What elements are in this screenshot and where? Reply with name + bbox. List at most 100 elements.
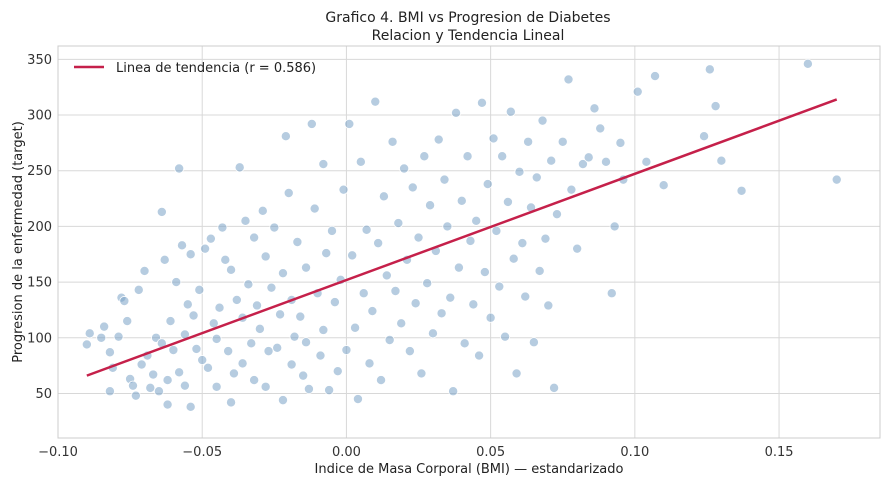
data-point xyxy=(99,321,110,332)
data-point xyxy=(205,233,216,244)
data-point xyxy=(104,347,115,358)
data-point xyxy=(277,268,288,279)
data-point xyxy=(442,221,453,232)
data-point xyxy=(119,296,130,307)
data-point xyxy=(246,338,257,349)
data-point xyxy=(364,358,375,369)
data-point xyxy=(240,215,251,226)
data-point xyxy=(583,152,594,163)
data-point xyxy=(182,299,193,310)
data-point xyxy=(491,225,502,236)
data-point xyxy=(436,308,447,319)
data-point xyxy=(551,209,562,220)
data-point xyxy=(231,294,242,305)
data-point xyxy=(188,310,199,321)
y-tick-label: 200 xyxy=(27,220,52,235)
y-axis-label: Progresion de la enfermedad (target) xyxy=(11,121,26,363)
data-point xyxy=(292,236,303,247)
data-point xyxy=(471,215,482,226)
data-point xyxy=(197,355,208,366)
data-point xyxy=(413,232,424,243)
data-point xyxy=(462,151,473,162)
data-point xyxy=(309,203,320,214)
data-point xyxy=(445,292,456,303)
y-tick-label: 150 xyxy=(27,276,52,291)
data-point xyxy=(376,375,387,386)
data-point xyxy=(802,58,813,69)
data-point xyxy=(148,369,159,380)
data-point xyxy=(306,118,317,129)
data-point xyxy=(217,222,228,233)
data-point xyxy=(370,96,381,107)
data-point xyxy=(658,180,669,191)
data-point xyxy=(508,253,519,264)
data-point xyxy=(301,337,312,348)
data-point xyxy=(226,264,237,275)
y-tick-labels: 50 100 150 200 250 300 350 xyxy=(27,53,52,402)
y-tick-label: 300 xyxy=(27,109,52,124)
data-point xyxy=(419,151,430,162)
data-point xyxy=(269,222,280,233)
data-point xyxy=(355,156,366,167)
data-point xyxy=(298,370,309,381)
data-point xyxy=(352,394,363,405)
data-point xyxy=(474,350,485,361)
data-point xyxy=(736,185,747,196)
data-point xyxy=(211,381,222,392)
chart-subtitle: Relacion y Tendencia Lineal xyxy=(372,28,565,44)
data-point xyxy=(237,358,248,369)
data-point xyxy=(332,366,343,377)
x-axis-label: Indice de Masa Corporal (BMI) — estandar… xyxy=(315,462,624,477)
data-point xyxy=(202,362,213,373)
data-point xyxy=(468,299,479,310)
data-point xyxy=(162,399,173,410)
data-point xyxy=(549,382,560,393)
scatter-points xyxy=(81,58,842,412)
data-point xyxy=(280,131,291,142)
data-point xyxy=(390,285,401,296)
data-point xyxy=(127,380,138,391)
data-point xyxy=(517,238,528,249)
data-point xyxy=(260,381,271,392)
data-point xyxy=(425,200,436,211)
data-point xyxy=(710,101,721,112)
plot-frame xyxy=(57,45,881,439)
data-point xyxy=(439,174,450,185)
data-point xyxy=(716,155,727,166)
data-point xyxy=(704,64,715,75)
data-point xyxy=(505,106,516,117)
data-point xyxy=(139,265,150,276)
data-point xyxy=(453,262,464,273)
data-point xyxy=(427,328,438,339)
data-point xyxy=(482,179,493,190)
data-point xyxy=(194,284,205,295)
x-tick-label: 0.15 xyxy=(765,445,794,460)
data-point xyxy=(523,136,534,147)
data-point xyxy=(831,174,842,185)
data-point xyxy=(122,316,133,327)
data-point xyxy=(595,123,606,134)
data-point xyxy=(381,270,392,281)
data-point xyxy=(589,103,600,114)
data-point xyxy=(136,359,147,370)
data-point xyxy=(341,345,352,356)
data-point xyxy=(260,251,271,262)
data-point xyxy=(459,338,470,349)
data-point xyxy=(407,182,418,193)
data-point xyxy=(404,346,415,357)
data-point xyxy=(283,187,294,198)
data-point xyxy=(266,282,277,293)
data-point xyxy=(367,306,378,317)
data-point xyxy=(156,206,167,217)
data-point xyxy=(566,184,577,195)
data-point xyxy=(263,346,274,357)
data-point xyxy=(162,375,173,386)
data-point xyxy=(520,291,531,302)
data-point xyxy=(543,300,554,311)
data-point xyxy=(211,333,222,344)
data-point xyxy=(179,380,190,391)
data-point xyxy=(373,238,384,249)
data-point xyxy=(174,163,185,174)
data-point xyxy=(249,232,260,243)
